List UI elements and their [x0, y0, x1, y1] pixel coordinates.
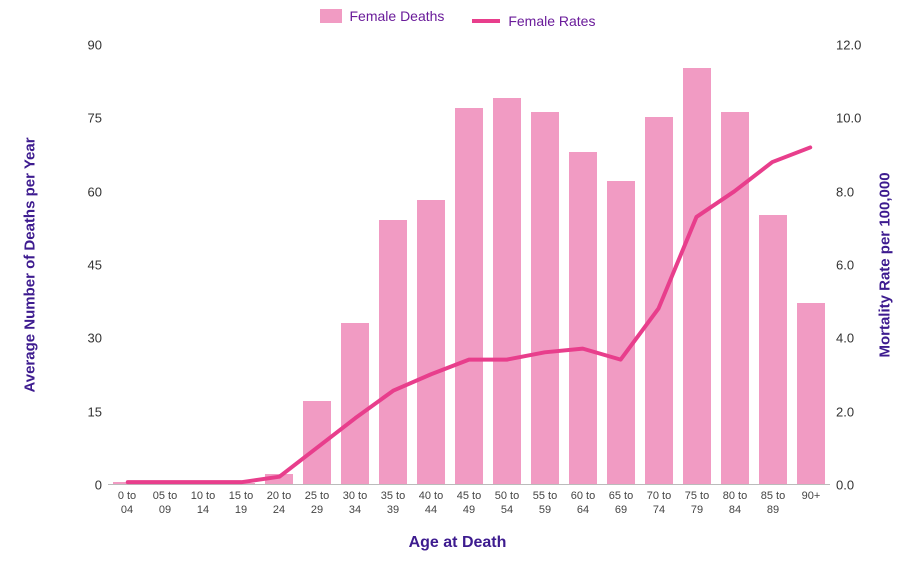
- legend-label-line: Female Rates: [508, 13, 595, 29]
- y-right-tick: 6.0: [836, 259, 908, 272]
- y-right-ticks: 0.02.04.06.08.010.012.0: [836, 45, 908, 485]
- x-axis-labels: 0 to 0405 to 0910 to 1415 to 1920 to 242…: [108, 490, 830, 530]
- chart-legend: Female Deaths Female Rates: [0, 8, 915, 29]
- x-tick-label: 70 to 74: [640, 490, 678, 518]
- rate-line: [128, 147, 810, 482]
- x-tick-label: 40 to 44: [412, 490, 450, 518]
- y-right-tick: 12.0: [836, 39, 908, 52]
- x-tick-label: 05 to 09: [146, 490, 184, 518]
- x-tick-label: 55 to 59: [526, 490, 564, 518]
- y-left-ticks: 0153045607590: [0, 45, 102, 485]
- y-left-tick: 0: [0, 479, 102, 492]
- x-tick-label: 50 to 54: [488, 490, 526, 518]
- y-left-tick: 15: [0, 405, 102, 418]
- y-left-tick: 45: [0, 259, 102, 272]
- plot-area: [108, 45, 830, 485]
- x-tick-label: 20 to 24: [260, 490, 298, 518]
- y-right-tick: 2.0: [836, 405, 908, 418]
- x-tick-label: 15 to 19: [222, 490, 260, 518]
- line-series: [108, 45, 830, 484]
- legend-swatch-bar: [320, 9, 342, 23]
- x-tick-label: 65 to 69: [602, 490, 640, 518]
- x-tick-label: 30 to 34: [336, 490, 374, 518]
- x-tick-label: 10 to 14: [184, 490, 222, 518]
- legend-item-line: Female Rates: [472, 13, 595, 29]
- deaths-rates-chart: Female Deaths Female Rates Average Numbe…: [0, 0, 915, 581]
- y-left-tick: 60: [0, 185, 102, 198]
- x-tick-label: 35 to 39: [374, 490, 412, 518]
- x-tick-label: 85 to 89: [754, 490, 792, 518]
- y-right-tick: 10.0: [836, 112, 908, 125]
- x-tick-label: 60 to 64: [564, 490, 602, 518]
- y-right-tick: 8.0: [836, 185, 908, 198]
- x-axis-title: Age at Death: [0, 534, 915, 552]
- x-tick-label: 90+: [792, 490, 830, 504]
- x-tick-label: 80 to 84: [716, 490, 754, 518]
- legend-item-bars: Female Deaths: [320, 8, 445, 24]
- x-tick-label: 25 to 29: [298, 490, 336, 518]
- legend-swatch-line: [472, 19, 500, 23]
- legend-label-bars: Female Deaths: [350, 8, 445, 24]
- y-left-tick: 30: [0, 332, 102, 345]
- x-tick-label: 0 to 04: [108, 490, 146, 518]
- y-right-tick: 0.0: [836, 479, 908, 492]
- y-left-tick: 75: [0, 112, 102, 125]
- x-tick-label: 75 to 79: [678, 490, 716, 518]
- y-left-tick: 90: [0, 39, 102, 52]
- y-right-tick: 4.0: [836, 332, 908, 345]
- x-tick-label: 45 to 49: [450, 490, 488, 518]
